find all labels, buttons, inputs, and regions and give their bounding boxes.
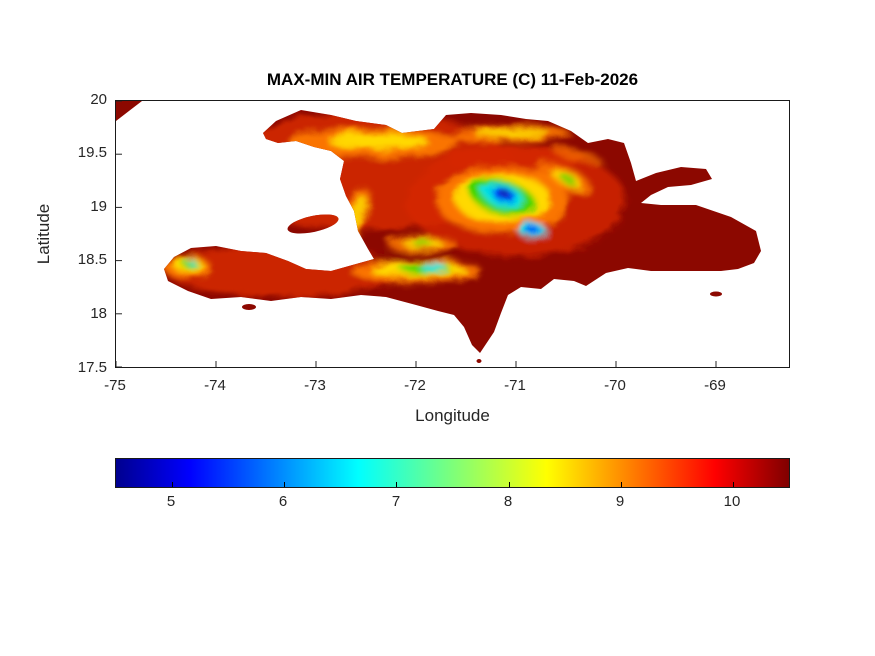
colorbar-tick [733,482,734,487]
plot-area [115,100,790,368]
x-axis-tick-label: -71 [504,377,526,394]
colorbar-tick [172,482,173,487]
colorbar-tick [509,482,510,487]
y-axis-tick-label: 18.5 [77,251,107,268]
colorbar-tick [396,482,397,487]
colorbar-tick-label: 7 [391,493,401,510]
colorbar-tick-label: 8 [503,493,513,510]
hispaniola-temperature-map [116,101,761,367]
y-axis-tick-label: 18 [90,305,107,322]
x-axis-tick-label: -74 [204,377,226,394]
plot-title: MAX-MIN AIR TEMPERATURE (C) 11-Feb-2026 [266,70,639,89]
x-axis-tick-label: -72 [404,377,426,394]
x-axis-label: Longitude [415,406,490,425]
colorbar-tick-label: 9 [615,493,625,510]
colorbar-tick-label: 10 [723,493,741,510]
colorbar-tick [284,482,285,487]
x-axis-tick-label: -70 [604,377,626,394]
colorbar-tick [621,482,622,487]
cuba-corner-landmass [116,101,142,121]
x-axis-tick-label: -75 [104,377,126,394]
y-axis-tick-label: 19 [90,198,107,215]
axis-ticks [116,101,717,367]
colorbar-tick-label: 6 [278,493,288,510]
y-axis-tick-label: 19.5 [77,144,107,161]
x-axis-tick-label: -69 [704,377,726,394]
colorbar [115,458,790,488]
x-axis-tick-label: -73 [304,377,326,394]
y-axis-tick-label: 20 [90,91,107,108]
y-axis-tick-label: 17.5 [77,359,107,376]
colorbar-tick-label: 5 [166,493,176,510]
y-axis-label: Latitude [34,203,53,265]
